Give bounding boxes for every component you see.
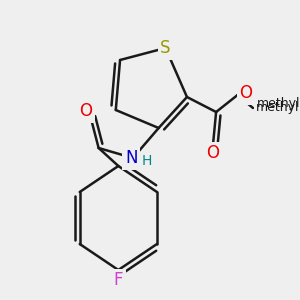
Text: O: O — [239, 84, 252, 102]
Text: O: O — [79, 102, 92, 120]
Text: F: F — [114, 271, 123, 289]
Text: S: S — [160, 39, 171, 57]
Text: H: H — [142, 154, 152, 168]
Text: N: N — [125, 149, 137, 167]
Text: O: O — [206, 144, 219, 162]
Text: methyl: methyl — [256, 101, 299, 115]
Text: methyl: methyl — [256, 97, 300, 110]
